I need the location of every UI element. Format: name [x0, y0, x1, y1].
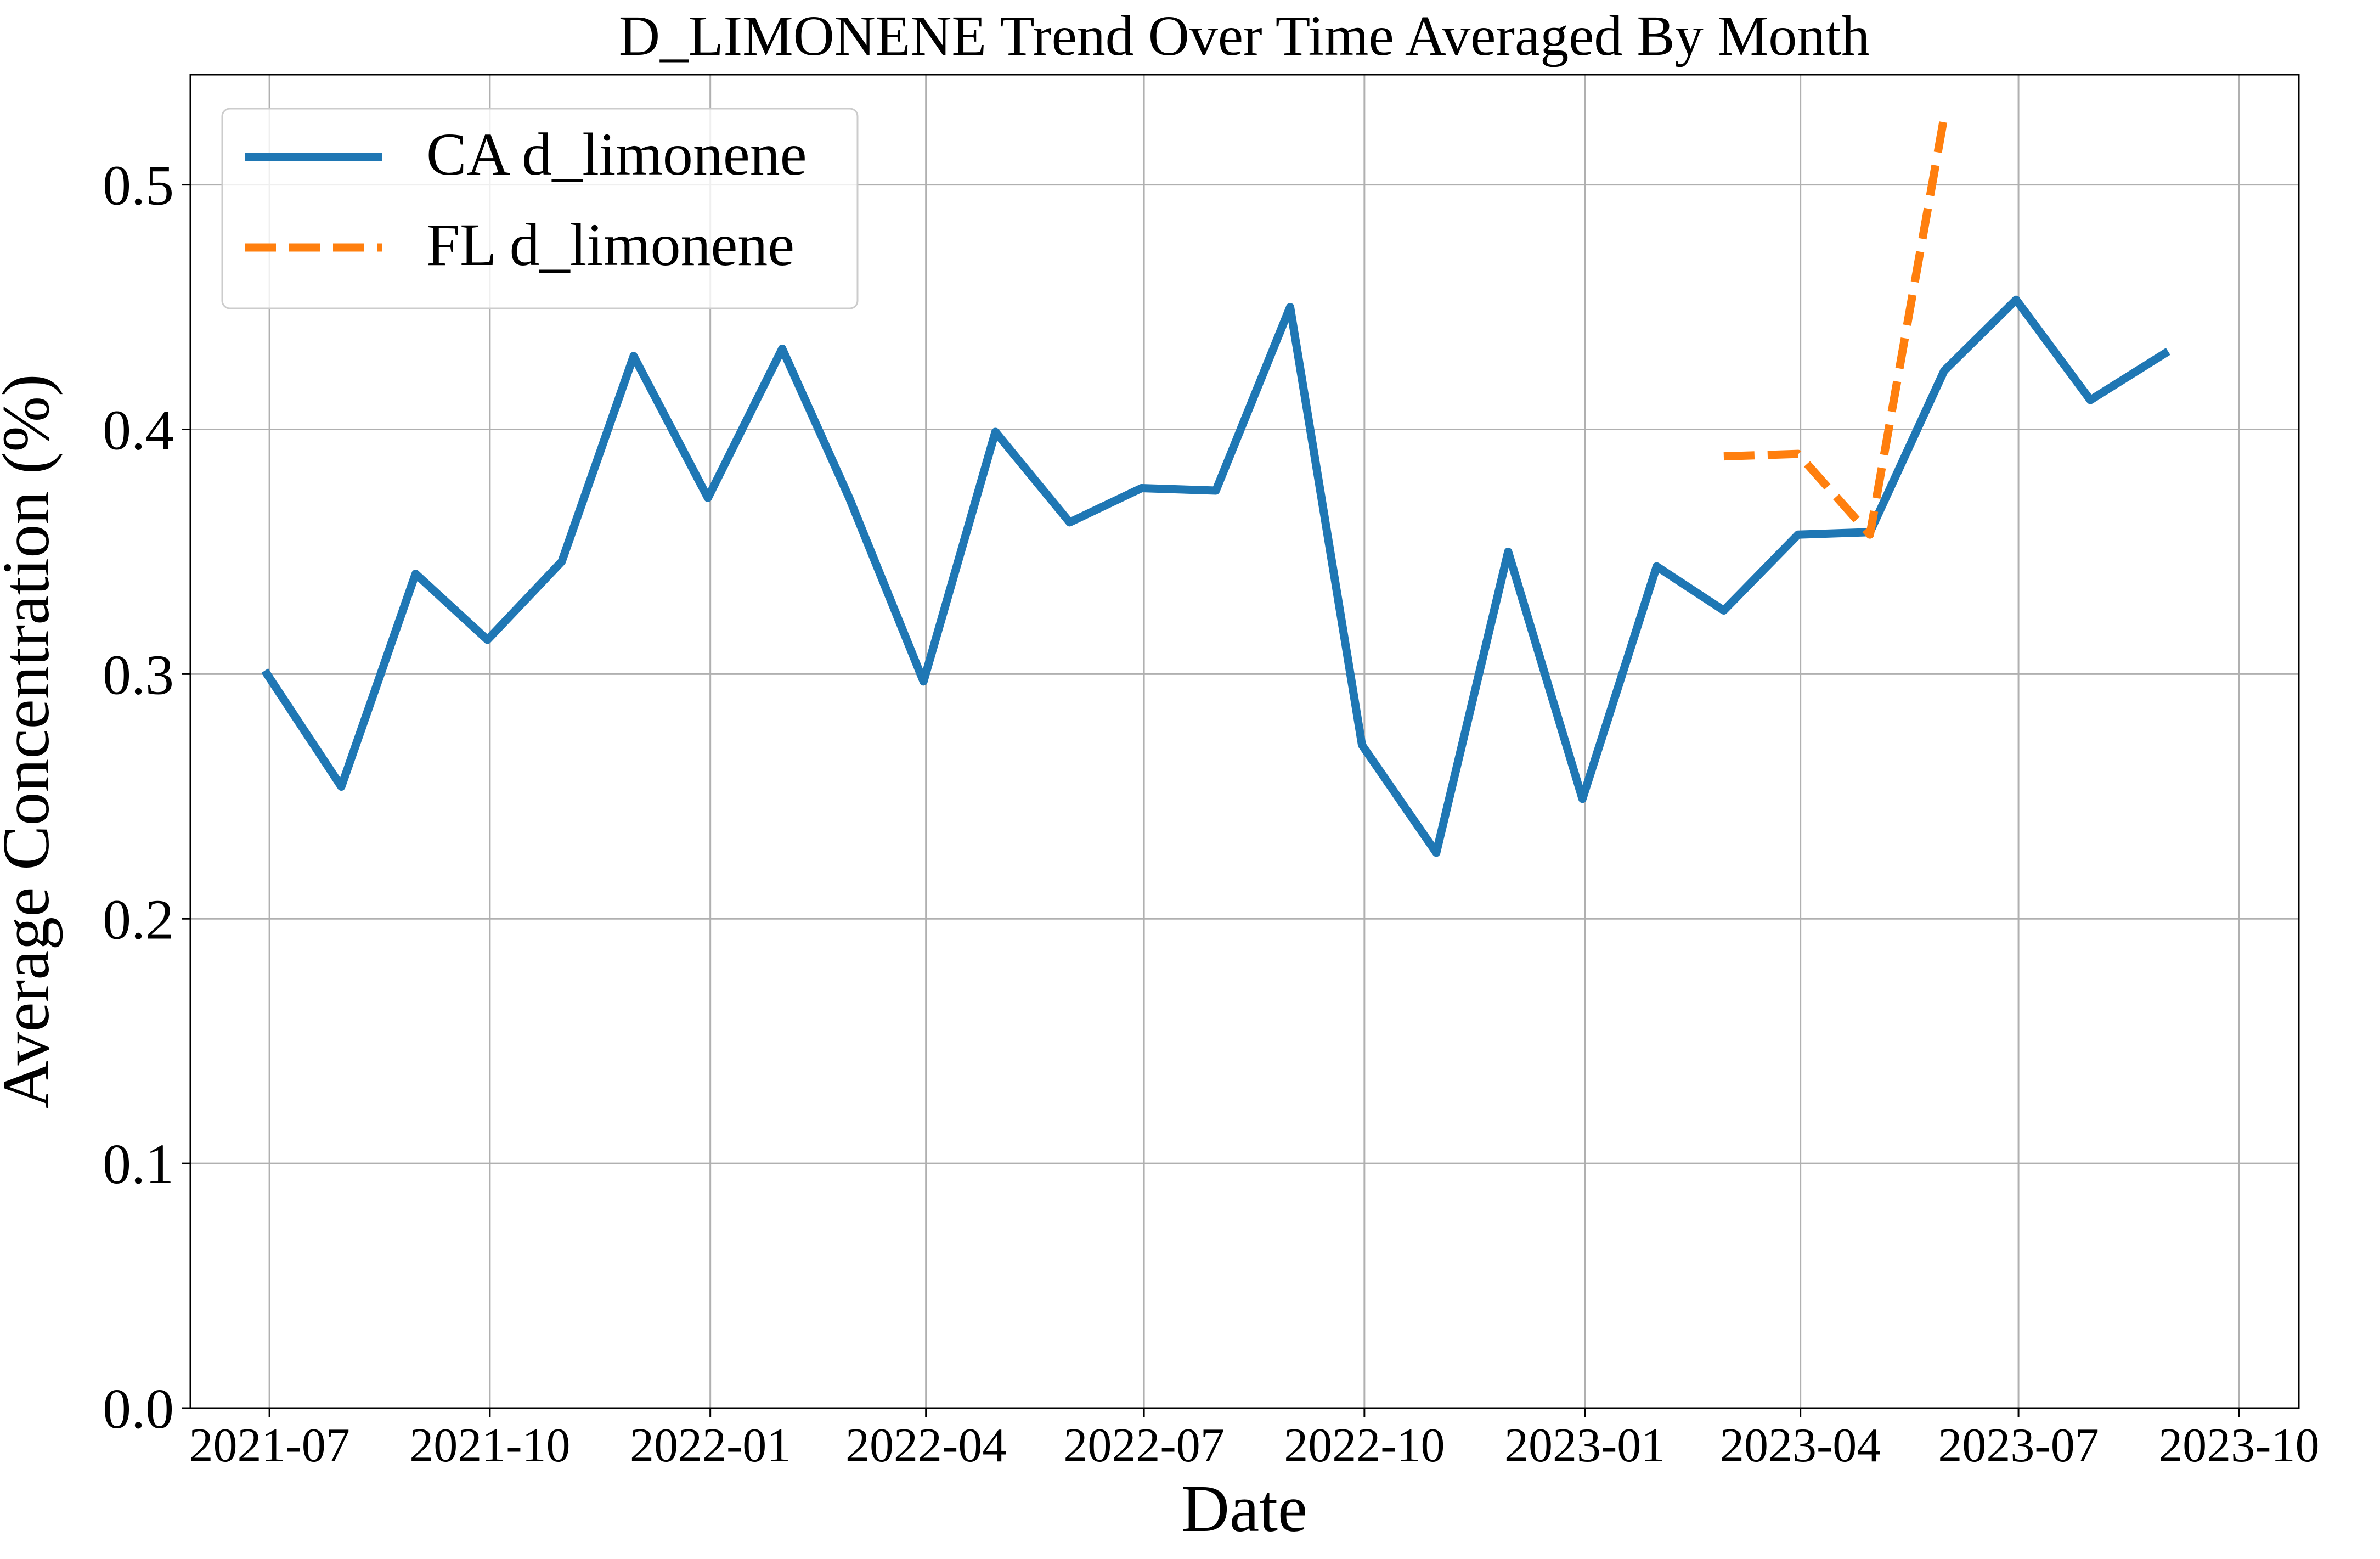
legend-label-fl: FL d_limonene [426, 211, 794, 278]
chart-title: D_LIMONENE Trend Over Time Averaged By M… [619, 4, 1870, 67]
axis-ticks: 2021-07 2021-10 2022-01 2022-04 2022-07 2022-… [103, 154, 2319, 1472]
x-tick-label: 2022-01 [630, 1419, 791, 1472]
x-tick-label: 2022-10 [1284, 1419, 1445, 1472]
x-tick-label: 2022-07 [1063, 1419, 1224, 1472]
x-tick-label: 2021-07 [189, 1419, 349, 1472]
y-tick-label: 0.5 [103, 154, 174, 217]
y-tick-label: 0.1 [103, 1133, 174, 1196]
series-layer [261, 115, 2170, 857]
x-tick-label: 2023-01 [1504, 1419, 1665, 1472]
y-tick-label: 0.0 [103, 1377, 174, 1440]
y-tick-label: 0.3 [103, 643, 174, 706]
x-tick-label: 2023-10 [2158, 1419, 2319, 1472]
y-tick-label: 0.4 [103, 399, 174, 462]
x-tick-label: 2021-10 [409, 1419, 570, 1472]
legend-label-ca: CA d_limonene [426, 121, 807, 188]
x-axis-label: Date [1181, 1472, 1307, 1546]
x-tick-label: 2023-04 [1720, 1419, 1881, 1472]
x-tick-label: 2023-07 [1938, 1419, 2099, 1472]
plot-area-frame [189, 74, 2300, 1409]
y-tick-label: 0.2 [103, 888, 174, 951]
legend: CA d_limonene FL d_limonene [221, 108, 859, 309]
x-tick-label: 2022-04 [845, 1419, 1006, 1472]
y-axis-label: Average Concentration (%) [0, 374, 63, 1108]
